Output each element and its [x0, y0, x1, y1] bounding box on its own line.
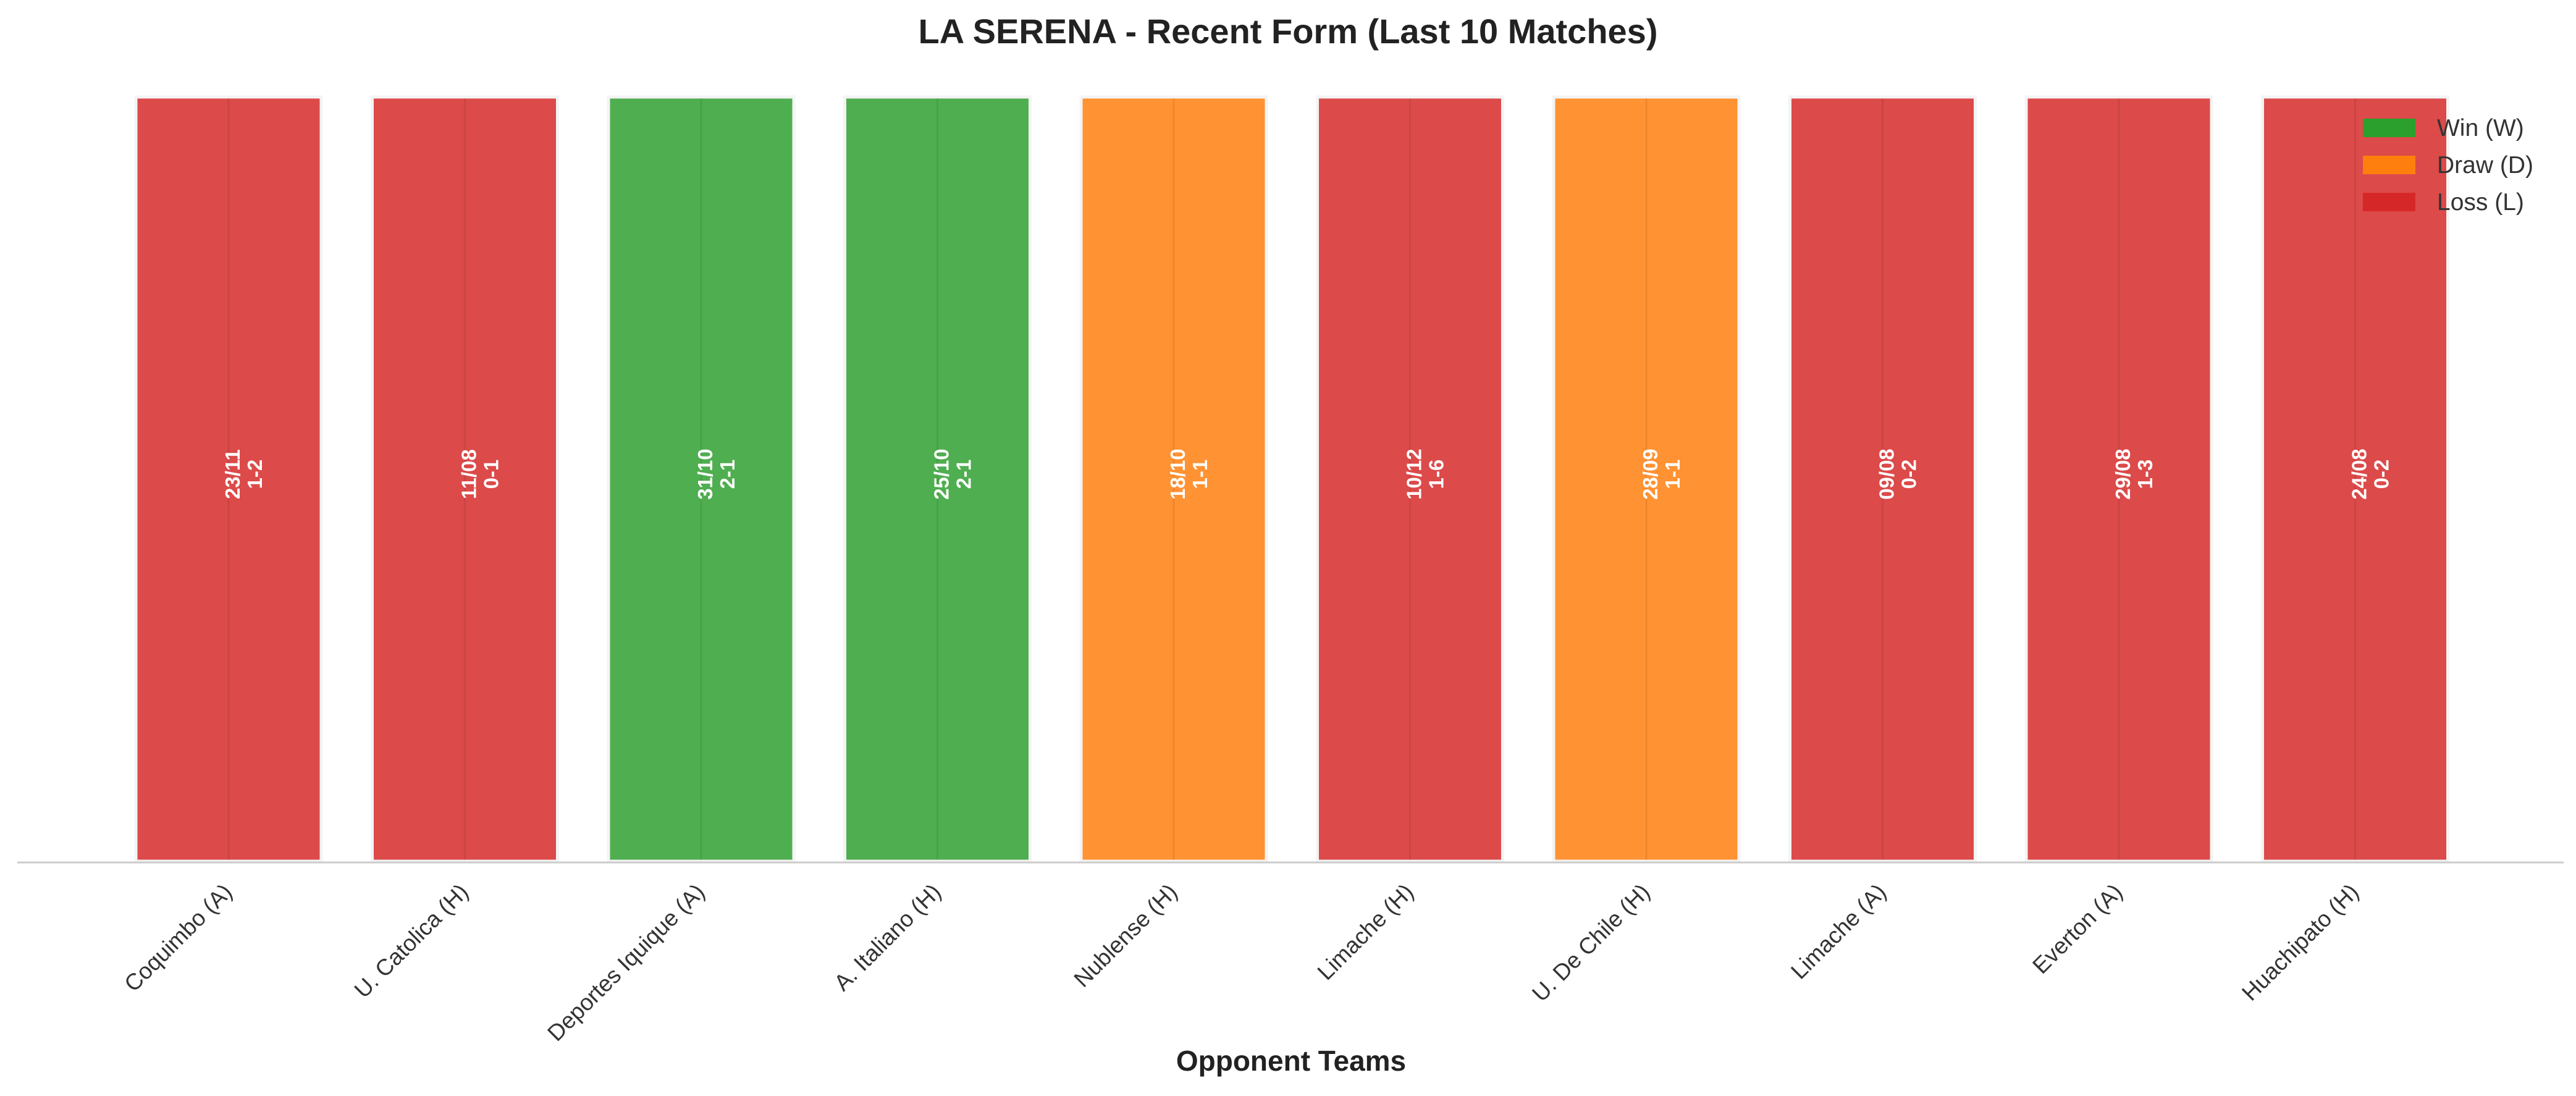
bars-layer: 23/111-2 11/080-1 31/102-1 25/102-1 18/101-1… [134, 95, 2449, 863]
bar-score-label: 1-1 [1661, 460, 1684, 489]
bar-date-label: 09/08 [1875, 449, 1898, 500]
bar-label: 11/080-1 [458, 449, 503, 499]
bar-score-label: 0-2 [1898, 460, 1921, 489]
bar-date-label: 24/08 [2348, 449, 2371, 500]
x-tick-label: Nublense (H) [1069, 879, 1182, 992]
bar-date-label: 29/08 [2111, 449, 2134, 500]
bar-score-label: 1-2 [243, 460, 266, 489]
x-tick-label: Limache (H) [1313, 879, 1418, 985]
x-tick-label: Limache (A) [1786, 879, 1891, 984]
bar-score-label: 2-1 [716, 460, 739, 489]
bar-score-label: 0-2 [2370, 460, 2393, 489]
bar-date-label: 31/10 [694, 449, 717, 500]
bar-date-label: 11/08 [458, 449, 481, 499]
bar-date-label: 18/10 [1166, 449, 1189, 500]
bar-date-label: 23/11 [221, 449, 244, 499]
bar-label: 09/080-2 [1875, 449, 1921, 500]
bar-score-label: 2-1 [953, 460, 975, 489]
x-tick-label: Coquimbo (A) [119, 879, 237, 997]
bar-label: 23/111-2 [221, 449, 266, 499]
bar-label: 31/102-1 [694, 449, 739, 500]
x-tick-label: Deportes Iquique (A) [542, 879, 709, 1046]
legend-label-l: Loss (L) [2437, 189, 2524, 216]
x-tick-label: U. Catolica (H) [350, 879, 474, 1003]
bar-w [843, 95, 1032, 863]
x-tick-label: Everton (A) [2027, 879, 2127, 979]
bar-score-label: 1-3 [2134, 460, 2157, 489]
bar-label: 18/101-1 [1166, 449, 1211, 500]
legend-swatch-l [2363, 193, 2415, 211]
bar-d [1552, 95, 1741, 863]
bar-score-label: 1-6 [1425, 460, 1448, 489]
bar-label: 29/081-3 [2111, 449, 2157, 500]
bar-date-label: 10/12 [1403, 449, 1426, 500]
chart-title: LA SERENA - Recent Form (Last 10 Matches… [919, 12, 1658, 51]
bar-label: 10/121-6 [1403, 449, 1448, 500]
bar-label: 24/080-2 [2348, 449, 2393, 500]
legend: Win (W) Draw (D) Loss (L) [2363, 115, 2533, 216]
bar-score-label: 0-1 [480, 460, 503, 489]
bar-w [607, 95, 796, 863]
bar-l [1316, 95, 1504, 863]
legend-label-d: Draw (D) [2437, 152, 2533, 179]
bar-date-label: 28/09 [1639, 449, 1662, 500]
x-tick-label: A. Italiano (H) [829, 879, 946, 996]
bar-date-label: 25/10 [930, 449, 953, 500]
legend-swatch-d [2363, 156, 2415, 174]
bar-l [2261, 95, 2449, 863]
bar-l [134, 95, 323, 863]
legend-label-w: Win (W) [2437, 115, 2524, 141]
bar-l [1788, 95, 1977, 863]
x-tick-label: Huachipato (H) [2237, 879, 2363, 1006]
x-tick-labels: Coquimbo (A) U. Catolica (H) Deportes Iqui… [119, 879, 2363, 1046]
bar-label: 25/102-1 [930, 449, 975, 500]
bar-label: 28/091-1 [1639, 449, 1684, 500]
x-tick-label: U. De Chile (H) [1527, 879, 1654, 1006]
legend-swatch-w [2363, 119, 2415, 137]
x-axis-label: Opponent Teams [1176, 1045, 1406, 1077]
bar-score-label: 1-1 [1189, 460, 1211, 489]
bar-l [2024, 95, 2213, 863]
bar-d [1079, 95, 1268, 863]
bar-l [371, 95, 559, 863]
